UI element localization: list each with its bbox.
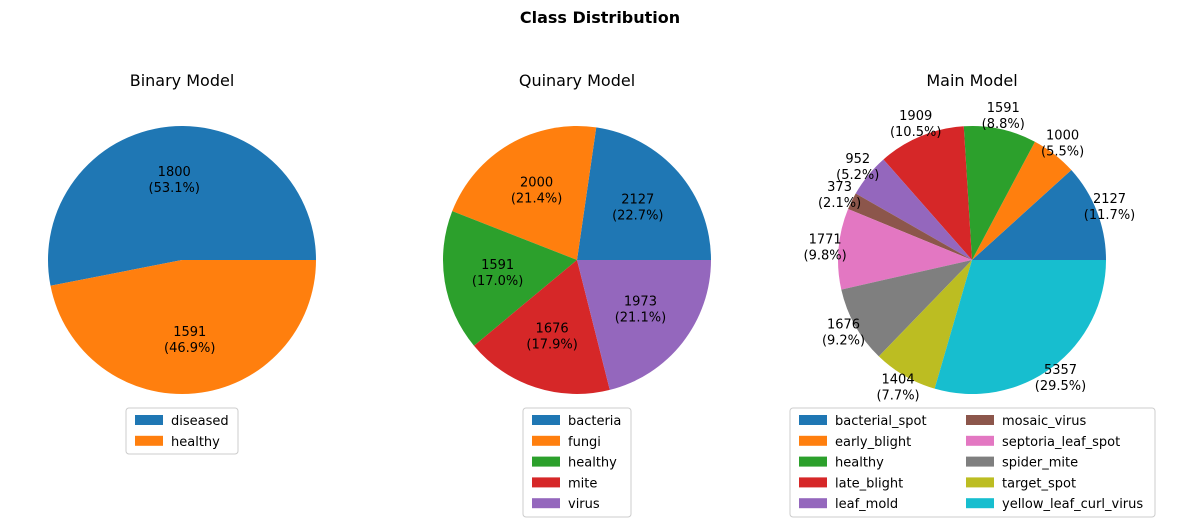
pie-chart-3: Main Model 2127 (11.7%) 1000 (5.5%) 1591 (8.8%… [789, 71, 1156, 518]
legend: bacteria fungi healthy mite virus [522, 407, 632, 518]
slice-label: 1591 (46.9%) [164, 325, 215, 356]
slice-label: 373 (2.1%) [818, 180, 861, 211]
legend-label: bacterial_spot [835, 414, 927, 429]
slice-label: 5357 (29.5%) [1035, 363, 1086, 394]
legend-label: spider_mite [1002, 456, 1078, 471]
pie-chart-2: Quinary Model 2127 (22.7%) 2000 (21.4%) 1591(… [442, 71, 711, 518]
legend-label: healthy [568, 456, 617, 471]
pie-chart-1: Binary Model 1800 (53.1%) 1591 (46.9%) diseas… [47, 71, 316, 455]
subplot-title: Quinary Model [519, 71, 635, 90]
slice-label: 1591 (17.0%) [472, 258, 523, 289]
legend-label: leaf_mold [835, 497, 898, 512]
subplot-title: Main Model [926, 71, 1017, 90]
slice-label: 2000 (21.4%) [511, 175, 562, 206]
legend-label: healthy [835, 456, 884, 471]
legend-label: bacteria [568, 414, 621, 429]
pie-slice-healthy [442, 211, 577, 346]
slice-label: 1771 (9.8%) [804, 233, 847, 264]
slice-label: 2127 (11.7%) [1084, 192, 1135, 223]
legend-label: septoria_leaf_spot [1002, 435, 1120, 450]
legend-label: early_blight [835, 435, 911, 450]
pie-slice-target_spot [878, 260, 972, 389]
slice-label: 1404 (7.7%) [876, 373, 919, 404]
legend-swatch [966, 435, 994, 446]
legend-swatch [135, 435, 163, 446]
figure-title: Class Distribution [519, 8, 681, 27]
pie-slice-late_blight [883, 126, 972, 260]
pie-slice-bacterial_spot [972, 170, 1106, 260]
pie-slice-healthy [50, 260, 316, 394]
legend-label: virus [568, 497, 600, 512]
slice-label: 952 (5.2%) [836, 152, 879, 183]
legend-swatch [135, 415, 163, 425]
legend-swatch [532, 477, 560, 488]
slice-label: 1909 (10.5%) [890, 109, 941, 140]
legend-swatch [799, 498, 827, 509]
legend-swatch [799, 415, 827, 425]
slice-label: 1591 (8.8%) [982, 101, 1025, 132]
pie-slice-leaf_mold [855, 159, 972, 260]
legend-label: mite [568, 476, 597, 491]
legend-label: fungi [568, 435, 601, 450]
pie-slice-septoria_leaf_spot [838, 209, 972, 290]
pie-slice-bacteria [577, 127, 711, 260]
pie-slice-yellow_leaf_curl_virus [934, 260, 1106, 394]
legend-label: yellow_leaf_curl_virus [1002, 497, 1143, 512]
pie-slice-early_blight [972, 141, 1072, 260]
legend-swatch [966, 456, 994, 467]
legend-swatch [799, 477, 827, 488]
slice-label: 1676 (17.9%) [526, 321, 577, 352]
pie-slice-diseased [47, 125, 316, 286]
pie-slice-mosaic_virus [848, 193, 972, 260]
legend-swatch [532, 435, 560, 446]
legend-label: mosaic_virus [1002, 414, 1087, 429]
legend-label: healthy [171, 435, 220, 450]
subplot-title: Binary Model [130, 71, 235, 90]
slice-label: 1676 (9.2%) [822, 317, 865, 348]
legend-swatch [532, 456, 560, 467]
legend-label: diseased [171, 414, 229, 429]
pie-slice-fungi [452, 126, 597, 261]
legend-swatch [532, 415, 560, 425]
legend: diseased healthy [125, 407, 239, 455]
pie-slice-mite [473, 260, 610, 394]
legend-label: late_blight [835, 476, 903, 491]
slice-label: 2127 (22.7%) [612, 192, 663, 223]
legend-swatch [966, 477, 994, 488]
legend-frame [522, 407, 632, 518]
pie-slice-virus [577, 260, 711, 390]
legend-swatch [799, 456, 827, 467]
legend-swatch [532, 498, 560, 509]
pie-slice-healthy [963, 126, 1035, 260]
slice-label: 1973 (21.1%) [615, 294, 666, 325]
legend-swatch [966, 415, 994, 425]
legend-swatch [966, 498, 994, 509]
legend-swatch [799, 435, 827, 446]
slice-label: 1000 (5.5%) [1041, 129, 1084, 160]
pie-slice-spider_mite [841, 260, 972, 357]
slice-label: 1800 (53.1%) [149, 165, 200, 196]
legend-label: target_spot [1002, 476, 1076, 491]
